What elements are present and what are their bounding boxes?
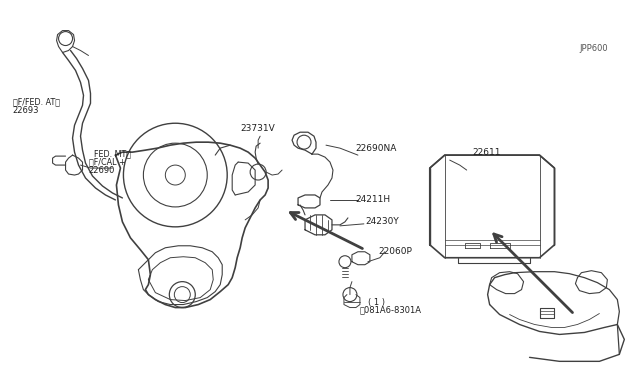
Text: Ⓑ081A6-8301A: Ⓑ081A6-8301A [360, 305, 422, 314]
Text: 22611: 22611 [472, 148, 501, 157]
Text: 24230Y: 24230Y [365, 217, 399, 227]
Text: FED. MT〉: FED. MT〉 [88, 150, 131, 158]
Text: 22690NA: 22690NA [355, 144, 396, 153]
Text: 24211H: 24211H [355, 195, 390, 205]
Text: ( 1 ): ( 1 ) [368, 298, 385, 307]
Text: 〈F/CAL +: 〈F/CAL + [88, 158, 125, 167]
Text: 〈F/FED. AT〉: 〈F/FED. AT〉 [13, 98, 60, 107]
Text: JPP600: JPP600 [579, 44, 608, 53]
Text: 22693: 22693 [13, 106, 39, 115]
Text: 23731V: 23731V [241, 124, 275, 133]
Text: 22690: 22690 [88, 166, 115, 174]
Text: 22060P: 22060P [378, 247, 412, 256]
